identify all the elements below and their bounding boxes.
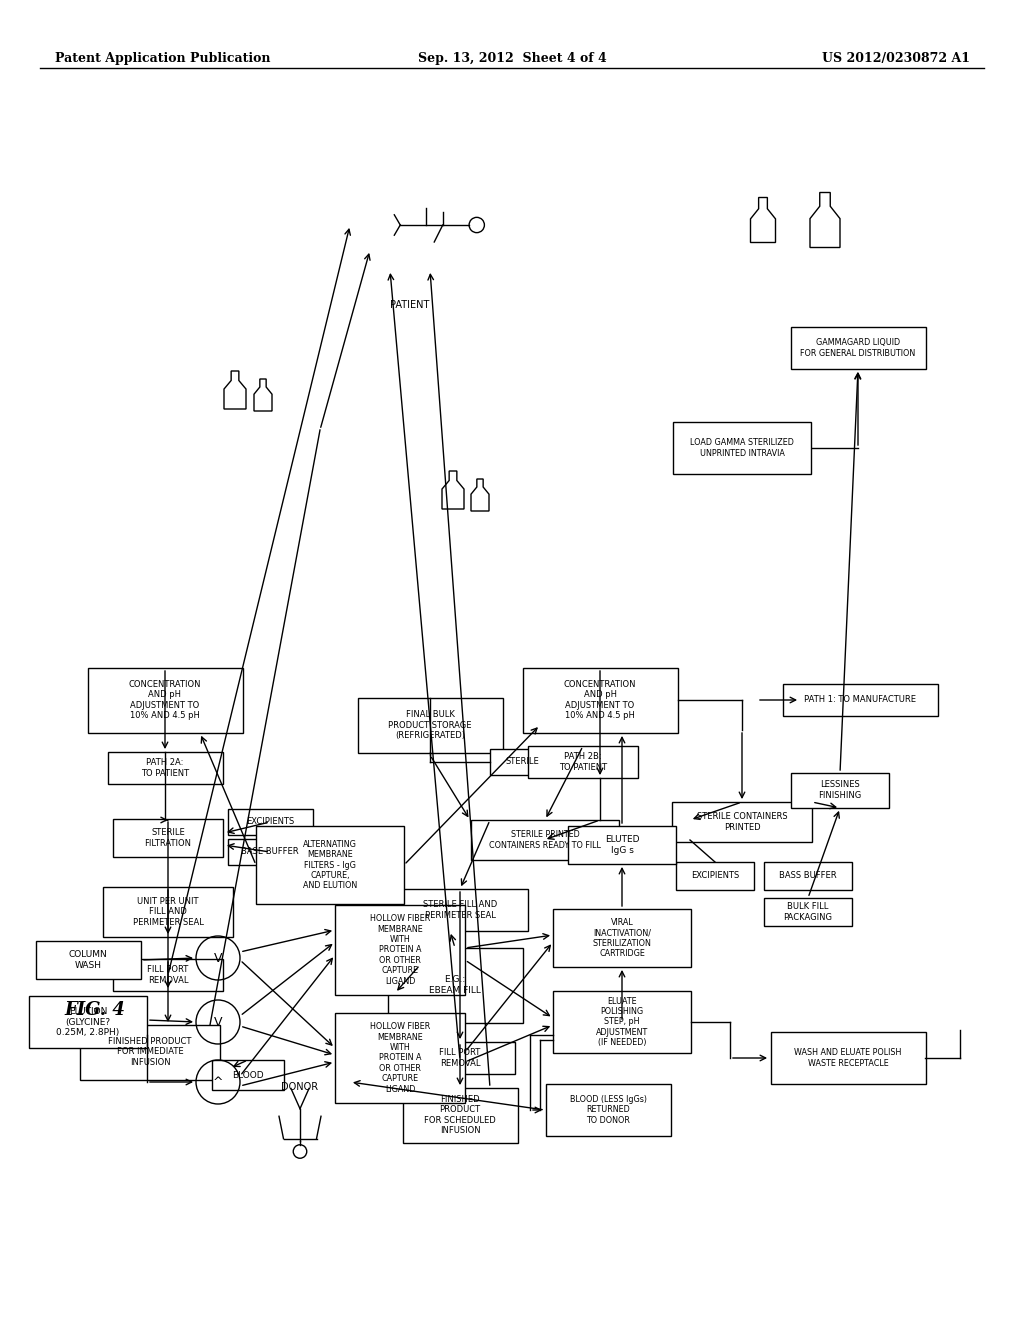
Text: FILL PORT
REMOVAL: FILL PORT REMOVAL [439,1048,480,1068]
Text: FINISHED
PRODUCT
FOR SCHEDULED
INFUSION: FINISHED PRODUCT FOR SCHEDULED INFUSION [424,1094,496,1135]
Bar [256,826,404,904]
Bar [764,862,852,890]
Bar [673,422,811,474]
Text: PATH 2B:
TO PATIENT: PATH 2B: TO PATIENT [559,752,607,772]
Bar [553,991,691,1053]
Text: V: V [214,952,222,965]
Bar [80,1024,220,1080]
Bar [335,906,465,995]
Bar [335,1012,465,1104]
Text: COLUMN
WASH: COLUMN WASH [69,950,108,970]
Bar [402,1088,517,1143]
Text: Patent Application Publication: Patent Application Publication [55,51,270,65]
Text: CONCENTRATION
AND pH
ADJUSTMENT TO
10% AND 4.5 pH: CONCENTRATION AND pH ADJUSTMENT TO 10% A… [564,680,636,721]
Bar [392,888,527,931]
Text: Sep. 13, 2012  Sheet 4 of 4: Sep. 13, 2012 Sheet 4 of 4 [418,51,606,65]
Text: FINISHED PRODUCT
FOR IMMEDIATE
INFUSION: FINISHED PRODUCT FOR IMMEDIATE INFUSION [109,1038,191,1067]
Bar [764,898,852,927]
Bar [546,1084,671,1137]
Text: PATH 2A:
TO PATIENT: PATH 2A: TO PATIENT [141,758,189,777]
Text: CONCENTRATION
AND pH
ADJUSTMENT TO
10% AND 4.5 pH: CONCENTRATION AND pH ADJUSTMENT TO 10% A… [129,680,202,721]
Bar [528,746,638,777]
Text: E.G.:
EBEAM FILL: E.G.: EBEAM FILL [429,975,481,995]
Text: STERILE PRINTED
CONTAINERS READY TO FILL: STERILE PRINTED CONTAINERS READY TO FILL [489,830,601,850]
Bar [357,697,503,752]
Text: ELUTED
IgG s: ELUTED IgG s [605,836,639,855]
Text: GAMMAGARD LIQUID
FOR GENERAL DISTRIBUTION: GAMMAGARD LIQUID FOR GENERAL DISTRIBUTIO… [801,338,915,358]
Bar [103,887,233,937]
Bar [471,820,618,861]
Text: WASH AND ELUATE POLISH
WASTE RECEPTACLE: WASH AND ELUATE POLISH WASTE RECEPTACLE [795,1048,902,1068]
Text: ELUATE
POLISHING
STEP, pH
ADJUSTMENT
(IF NEEDED): ELUATE POLISHING STEP, pH ADJUSTMENT (IF… [596,997,648,1047]
Text: ^: ^ [213,1076,223,1089]
Text: STERILE CONTAINERS
PRINTED: STERILE CONTAINERS PRINTED [696,812,787,832]
Text: BLOOD (LESS IgGs)
RETURNED
TO DONOR: BLOOD (LESS IgGs) RETURNED TO DONOR [569,1096,646,1125]
Text: BLOOD: BLOOD [232,1071,264,1080]
Bar [522,668,678,733]
Text: PATIENT: PATIENT [390,300,430,310]
Text: BASS BUFFER: BASS BUFFER [779,871,837,880]
Text: ALTERNATING
MEMBRANE
FILTERS - IgG
CAPTURE,
AND ELUTION: ALTERNATING MEMBRANE FILTERS - IgG CAPTU… [303,840,357,890]
Text: LOAD GAMMA STERILIZED
UNPRINTED INTRAVIA: LOAD GAMMA STERILIZED UNPRINTED INTRAVIA [690,438,794,458]
Bar [113,960,223,991]
Bar [489,748,555,775]
Bar [113,818,223,857]
Bar [672,803,812,842]
Text: ELUTION
(GLYCINE?
0.25M, 2.8PH): ELUTION (GLYCINE? 0.25M, 2.8PH) [56,1007,120,1038]
Text: HOLLOW FIBER
MEMBRANE
WITH
PROTEIN A
OR OTHER
CAPTURE
LIGAND: HOLLOW FIBER MEMBRANE WITH PROTEIN A OR … [370,915,430,986]
Text: STERILE: STERILE [505,758,539,767]
Bar [568,826,676,865]
Text: HOLLOW FIBER
MEMBRANE
WITH
PROTEIN A
OR OTHER
CAPTURE
LIGAND: HOLLOW FIBER MEMBRANE WITH PROTEIN A OR … [370,1022,430,1094]
Bar [108,752,222,784]
Bar [782,684,938,715]
Text: US 2012/0230872 A1: US 2012/0230872 A1 [822,51,970,65]
Bar [791,327,926,370]
Text: BULK FILL
PACKAGING: BULK FILL PACKAGING [783,903,833,921]
Bar [29,997,147,1048]
Text: EXCIPIENTS: EXCIPIENTS [691,871,739,880]
Bar [227,840,312,865]
Text: BASE BUFFER: BASE BUFFER [242,847,299,857]
Bar [553,909,691,968]
Bar [87,668,243,733]
Bar [227,809,312,836]
Bar [212,1060,284,1090]
Text: FILL PORT
REMOVAL: FILL PORT REMOVAL [147,965,188,985]
Text: VIRAL
INACTIVATION/
STERILIZATION
CARTRIDGE: VIRAL INACTIVATION/ STERILIZATION CARTRI… [593,917,651,958]
Bar [406,1041,515,1074]
Bar [791,772,889,808]
Text: V: V [214,1015,222,1028]
Text: EXCIPIENTS: EXCIPIENTS [246,817,294,826]
Text: FINAL BULK
PRODUCT STORAGE
(REFRIGERATED): FINAL BULK PRODUCT STORAGE (REFRIGERATED… [388,710,472,741]
Bar [676,862,754,890]
Text: STERILE
FILTRATION: STERILE FILTRATION [144,829,191,847]
Text: STERILE FILL AND
PERIMETER SEAL: STERILE FILL AND PERIMETER SEAL [423,900,497,920]
Bar [770,1032,926,1084]
Text: DONOR: DONOR [282,1082,318,1093]
Bar [387,948,522,1023]
Text: PATH 1: TO MANUFACTURE: PATH 1: TO MANUFACTURE [804,696,916,705]
Text: LESSINES
FINISHING: LESSINES FINISHING [818,780,861,800]
Bar [36,941,140,979]
Text: UNIT PER UNIT
FILL AND
PERIMETER SEAL: UNIT PER UNIT FILL AND PERIMETER SEAL [132,898,204,927]
Text: FIG. 4: FIG. 4 [65,1001,125,1019]
